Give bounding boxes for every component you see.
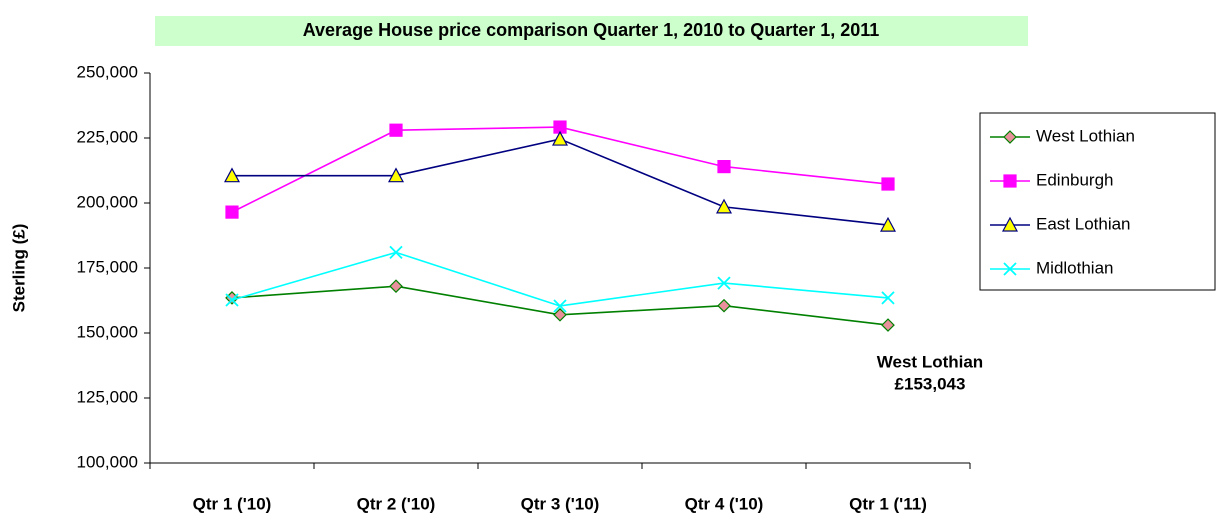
x-tick-label: Qtr 3 ('10)	[521, 494, 600, 513]
chart-title: Average House price comparison Quarter 1…	[303, 20, 880, 40]
marker	[223, 167, 241, 183]
legend-label: East Lothian	[1036, 214, 1131, 233]
marker	[225, 293, 239, 307]
marker	[553, 307, 567, 322]
legend-label: Midlothian	[1036, 258, 1114, 277]
marker	[389, 279, 403, 294]
y-tick-label: 150,000	[77, 322, 138, 341]
y-tick-label: 225,000	[77, 127, 138, 146]
y-tick-label: 125,000	[77, 387, 138, 406]
marker	[1003, 130, 1017, 144]
title-background	[155, 16, 1028, 46]
y-tick-label: 175,000	[77, 257, 138, 276]
marker	[881, 291, 895, 305]
marker	[387, 167, 405, 183]
legend-box	[979, 112, 1216, 291]
series-line	[231, 251, 889, 307]
marker	[225, 291, 239, 305]
x-tick-label: Qtr 2 ('10)	[357, 494, 436, 513]
series-line	[232, 138, 889, 226]
marker	[881, 177, 895, 191]
marker	[717, 160, 731, 174]
marker	[715, 198, 733, 214]
marker	[1001, 216, 1019, 232]
marker	[553, 299, 567, 313]
marker	[879, 216, 897, 232]
annotation: West Lothian	[877, 352, 983, 371]
y-axis-label: Sterling (£)	[9, 224, 28, 313]
y-tick-label: 100,000	[77, 452, 138, 471]
y-tick-label: 200,000	[77, 192, 138, 211]
annotation: £153,043	[895, 374, 966, 393]
marker	[389, 245, 403, 260]
marker	[1003, 174, 1017, 188]
marker	[717, 276, 731, 290]
marker	[551, 130, 569, 146]
marker	[881, 318, 895, 332]
legend-label: Edinburgh	[1036, 170, 1114, 189]
legend-label: West Lothian	[1036, 126, 1135, 145]
marker	[225, 205, 239, 219]
marker	[1003, 262, 1017, 276]
y-tick-label: 250,000	[77, 62, 138, 81]
x-tick-label: Qtr 1 ('10)	[193, 494, 272, 513]
marker	[717, 298, 731, 313]
x-tick-label: Qtr 4 ('10)	[685, 494, 764, 513]
x-tick-label: Qtr 1 ('11)	[849, 494, 927, 513]
marker	[389, 123, 403, 137]
